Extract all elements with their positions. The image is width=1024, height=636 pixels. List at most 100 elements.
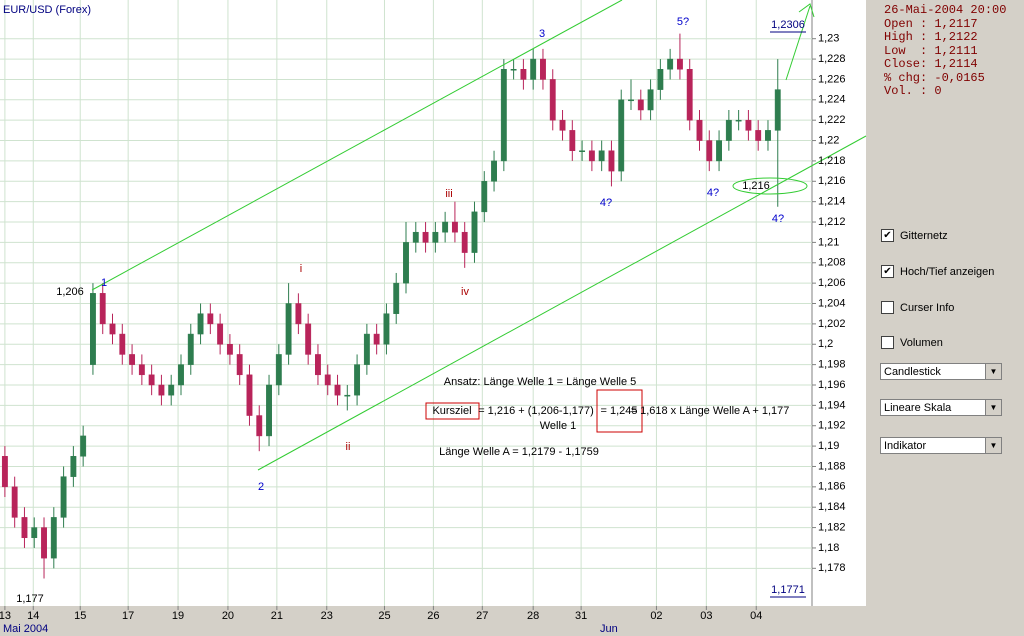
- candle-body: [530, 58, 537, 80]
- x-tick-label: 13: [0, 610, 11, 622]
- candle-body: [285, 303, 292, 355]
- annotation: 4?: [600, 197, 612, 209]
- candle-body: [725, 119, 732, 141]
- annotation: = 1,618 x Länge Welle A + 1,177: [631, 405, 790, 417]
- checkbox[interactable]: Curser Info: [881, 301, 954, 314]
- candle-body: [99, 293, 106, 325]
- candle-body: [138, 364, 145, 376]
- y-tick-label: 1,184: [818, 501, 846, 513]
- x-tick-label: 19: [172, 610, 184, 622]
- annotation: 5?: [677, 16, 689, 28]
- y-tick-label: 1,224: [818, 94, 846, 106]
- candle-body: [256, 415, 263, 437]
- x-tick-label: 20: [222, 610, 234, 622]
- y-tick-label: 1,22: [818, 134, 839, 146]
- candle-body: [31, 527, 38, 539]
- checkbox[interactable]: ✔ Gitternetz: [881, 229, 948, 242]
- target-box: [596, 389, 643, 433]
- candles: [1, 33, 781, 579]
- annotation: 3: [539, 28, 545, 40]
- candle-body: [637, 99, 644, 111]
- candle-body: [471, 211, 478, 253]
- x-tick-label: 21: [271, 610, 283, 622]
- checkbox-box: [881, 336, 894, 349]
- y-tick-label: 1,208: [818, 257, 846, 269]
- candle-body: [549, 79, 556, 121]
- y-tick-label: 1,198: [818, 359, 846, 371]
- checkbox-box: ✔: [881, 265, 894, 278]
- candle-body: [334, 384, 341, 396]
- dropdown-arrow: ▼: [985, 364, 1001, 379]
- annotation: 1,216: [742, 180, 770, 192]
- target-arrow: [785, 5, 811, 81]
- dropdown-value: Lineare Skala: [884, 402, 952, 414]
- y-tick-label: 1,2: [818, 338, 833, 350]
- candle-body: [559, 119, 566, 131]
- dropdown[interactable]: Indikator ▼: [880, 437, 1002, 454]
- candle-body: [275, 354, 282, 386]
- candle-body: [667, 58, 674, 70]
- candle-body: [491, 160, 497, 182]
- checkbox-label: Volumen: [900, 336, 943, 349]
- candle-body: [383, 313, 390, 345]
- checkbox[interactable]: ✔ Hoch/Tief anzeigen: [881, 265, 994, 278]
- annotation: 4?: [707, 187, 719, 199]
- candle-body: [706, 140, 713, 162]
- candle-body: [119, 333, 126, 355]
- y-tick-label: 1,222: [818, 114, 846, 126]
- candle-body: [266, 384, 272, 437]
- candle-body: [70, 456, 77, 477]
- candle-body: [451, 221, 458, 233]
- annotation: Kursziel: [432, 405, 471, 417]
- dropdown-value: Candlestick: [884, 366, 941, 378]
- dropdown[interactable]: Lineare Skala ▼: [880, 399, 1002, 416]
- candle-body: [755, 130, 762, 141]
- candle-body: [246, 374, 253, 416]
- dropdown-arrow: ▼: [985, 438, 1001, 453]
- checkbox[interactable]: Volumen: [881, 336, 943, 349]
- x-tick-label: 25: [378, 610, 390, 622]
- candle-body: [393, 282, 400, 314]
- info-line: Vol. : 0: [884, 84, 942, 98]
- candle-body: [442, 221, 449, 233]
- candle-body: [647, 89, 654, 111]
- month-label: Mai 2004: [3, 623, 48, 635]
- y-tick-label: 1,216: [818, 175, 846, 187]
- candle-body: [50, 517, 57, 559]
- candle-body: [745, 119, 752, 131]
- candle-body: [481, 181, 488, 213]
- y-tick-label: 1,202: [818, 318, 846, 330]
- candle-body: [207, 313, 214, 325]
- x-tick-label: 26: [427, 610, 439, 622]
- candle-body: [178, 364, 184, 386]
- candle-body: [588, 150, 595, 162]
- candle-body: [324, 374, 331, 386]
- annotation: = 1,245: [600, 405, 637, 417]
- checkbox-label: Curser Info: [900, 301, 955, 314]
- info-line: High : 1,2122: [884, 30, 978, 44]
- candle-body: [579, 150, 586, 152]
- x-tick-label: 14: [27, 610, 39, 622]
- annotation: Länge Welle A = 1,2179 - 1,1759: [439, 446, 599, 458]
- candle-body: [608, 150, 615, 172]
- candle-body: [569, 130, 576, 151]
- x-tick-label: 17: [122, 610, 134, 622]
- candle-body: [129, 354, 136, 365]
- candle-body: [461, 231, 468, 253]
- candle-body: [432, 231, 439, 243]
- candle-body: [158, 384, 165, 396]
- candle-body: [217, 323, 224, 345]
- candle-body: [41, 527, 47, 559]
- annotation: Ansatz: Länge Welle 1 = Länge Welle 5: [444, 376, 637, 388]
- dropdown[interactable]: Candlestick ▼: [880, 363, 1002, 380]
- y-tick-label: 1,21: [818, 236, 839, 248]
- candle-body: [716, 140, 723, 162]
- y-tick-label: 1,196: [818, 379, 846, 391]
- y-tick-label: 1,226: [818, 73, 846, 85]
- y-tick-label: 1,228: [818, 53, 846, 65]
- info-lines: Open : 1,2117 High : 1,2122 Low : 1,2111 Cl…: [884, 17, 1006, 99]
- candle-body: [295, 303, 302, 325]
- y-tick-label: 1,19: [818, 440, 839, 452]
- y-tick-label: 1,212: [818, 216, 846, 228]
- candle-body: [618, 99, 625, 172]
